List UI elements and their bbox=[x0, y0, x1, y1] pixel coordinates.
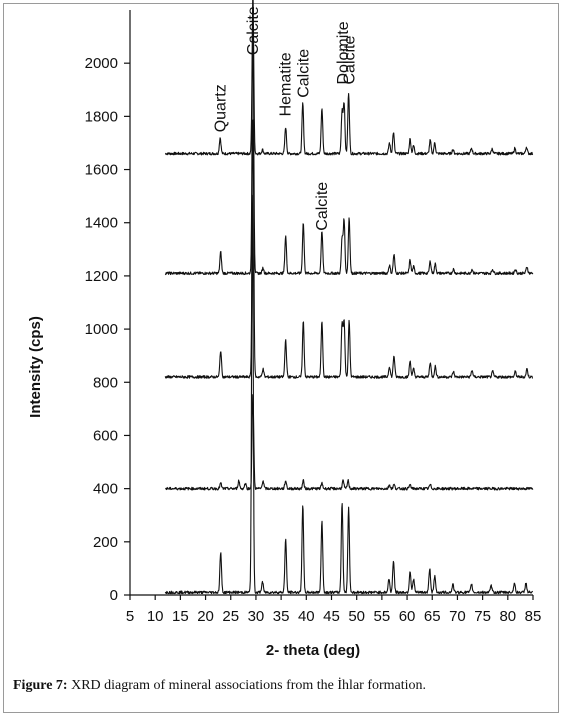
series-line-3 bbox=[164, 119, 533, 379]
y-tick-label: 2000 bbox=[85, 55, 118, 72]
y-tick-label: 1400 bbox=[85, 215, 118, 232]
x-tick-label: 75 bbox=[474, 608, 491, 625]
peak-annotation-calcite: Calcite bbox=[295, 49, 312, 98]
x-tick-label: 15 bbox=[172, 608, 189, 625]
peak-annotation-hematite: Hematite bbox=[278, 52, 295, 116]
y-tick-label: 1600 bbox=[85, 162, 118, 179]
series-line-5 bbox=[164, 194, 534, 595]
y-tick-label: 1800 bbox=[85, 108, 118, 125]
series-layer bbox=[164, 0, 534, 595]
x-tick-label: 40 bbox=[298, 608, 315, 625]
y-tick-label: 1000 bbox=[85, 321, 118, 338]
x-tick-label: 30 bbox=[248, 608, 265, 625]
x-tick-label: 60 bbox=[399, 608, 416, 625]
x-tick-label: 25 bbox=[222, 608, 239, 625]
series-line-1 bbox=[165, 0, 534, 156]
peak-annotation-calcite: Calcite bbox=[245, 6, 262, 55]
x-tick-label: 80 bbox=[499, 608, 516, 625]
peak-annotation-calcite: Calcite bbox=[314, 182, 331, 231]
y-tick-label: 1200 bbox=[85, 268, 118, 285]
x-axis-title: 2- theta (deg) bbox=[266, 642, 360, 659]
caption-label: Figure 7: bbox=[13, 678, 68, 693]
figure-caption: Figure 7: XRD diagram of mineral associa… bbox=[13, 678, 553, 694]
x-tick-label: 10 bbox=[147, 608, 164, 625]
x-tick-label: 35 bbox=[273, 608, 290, 625]
x-tick-label: 5 bbox=[126, 608, 134, 625]
axes bbox=[129, 10, 533, 596]
x-tick-label: 20 bbox=[197, 608, 214, 625]
y-tick-label: 400 bbox=[93, 481, 118, 498]
series-line-4 bbox=[165, 394, 534, 491]
y-axis-title: Intensity (cps) bbox=[27, 316, 44, 418]
x-ticks: 5 10 15 20 25 30 35 40 45 50 55 60 65 70 75 80 85 bbox=[126, 595, 542, 625]
y-tick-label: 800 bbox=[93, 374, 118, 391]
x-tick-label: 55 bbox=[374, 608, 391, 625]
y-tick-label: 200 bbox=[93, 534, 118, 551]
x-tick-label: 70 bbox=[449, 608, 466, 625]
x-tick-label: 85 bbox=[525, 608, 542, 625]
peak-annotation-calcite: Calcite bbox=[342, 35, 359, 84]
y-ticks: 0 200 400 600 800 1000 1200 1400 1600 1800 2000 bbox=[85, 55, 130, 604]
x-tick-label: 45 bbox=[323, 608, 340, 625]
series-line-2 bbox=[164, 27, 534, 276]
x-tick-label: 50 bbox=[348, 608, 365, 625]
peak-annotation-dolomite: Dolomite bbox=[335, 21, 352, 84]
caption-text: XRD diagram of mineral associations from… bbox=[71, 678, 427, 693]
peak-annotation-quartz: Quartz bbox=[213, 84, 230, 132]
x-tick-label: 65 bbox=[424, 608, 441, 625]
y-tick-label: 0 bbox=[110, 587, 118, 604]
y-tick-label: 600 bbox=[93, 427, 118, 444]
